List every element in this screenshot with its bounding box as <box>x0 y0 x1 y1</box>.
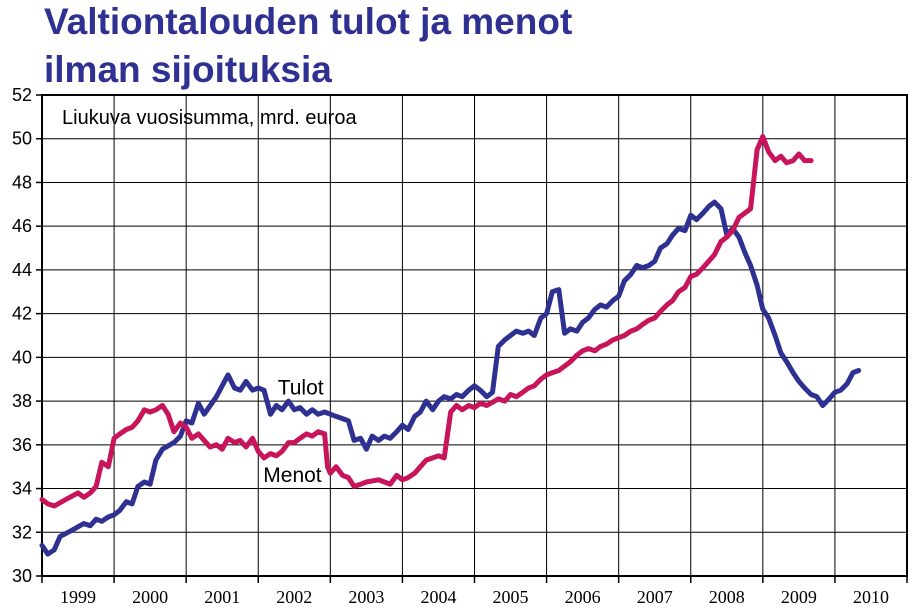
series-labels: Tulot Menot <box>263 377 323 487</box>
y-axis: 30 32 34 36 38 40 42 44 46 48 50 52 <box>12 85 42 586</box>
x-tick-label: 2000 <box>132 587 168 607</box>
x-tick-label: 1999 <box>60 587 96 607</box>
series-line-tulot <box>39 199 862 557</box>
x-tick-label: 2009 <box>781 587 817 607</box>
x-axis: 1999 2000 2001 2002 2003 2004 2005 2006 2007 2008… <box>41 576 908 607</box>
y-tick-label: 40 <box>12 347 32 367</box>
x-tick-label: 2002 <box>276 587 312 607</box>
series-label-menot: Menot <box>263 464 322 487</box>
x-tick-label: 2008 <box>709 587 745 607</box>
x-tick-label: 2005 <box>493 587 529 607</box>
x-tick-label: 2006 <box>565 587 601 607</box>
y-tick-label: 46 <box>12 216 32 236</box>
y-tick-label: 48 <box>12 172 32 192</box>
chart-title-line-2: ilman sijoituksia <box>44 49 332 90</box>
x-tick-label: 2001 <box>204 587 240 607</box>
y-tick-label: 36 <box>12 435 32 455</box>
y-tick-label: 34 <box>12 479 32 499</box>
y-tick-label: 38 <box>12 391 32 411</box>
y-tick-label: 50 <box>12 129 32 149</box>
x-tick-label: 2003 <box>348 587 384 607</box>
y-tick-label: 42 <box>12 304 32 324</box>
chart-title: Valtiontalouden tulot ja menot ilman sij… <box>44 0 904 94</box>
x-tick-label: 2007 <box>637 587 673 607</box>
y-tick-label: 30 <box>12 566 32 586</box>
y-tick-label: 52 <box>12 85 32 105</box>
y-tick-label: 44 <box>12 260 32 280</box>
chart-note: Liukuva vuosisumma, mrd. euroa <box>62 107 357 129</box>
series-label-tulot: Tulot <box>278 377 324 400</box>
grid-lines <box>42 95 907 576</box>
x-tick-label: 2010 <box>853 587 889 607</box>
series-lines <box>39 134 862 557</box>
chart-title-line-1: Valtiontalouden tulot ja menot <box>44 1 573 42</box>
x-tick-label: 2004 <box>420 587 456 607</box>
series-line-menot <box>39 134 814 509</box>
y-tick-label: 32 <box>12 522 32 542</box>
